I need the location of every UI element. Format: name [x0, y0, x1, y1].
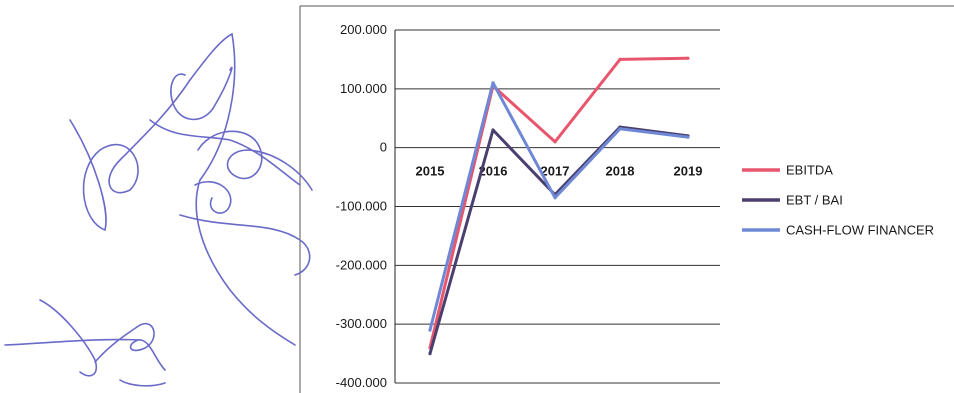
x-category-label: 2017	[541, 164, 570, 179]
y-tick-label: 200.000	[340, 22, 387, 37]
data-point	[491, 81, 495, 85]
chart-legend: EBITDA EBT / BAI CASH-FLOW FINANCER	[742, 163, 934, 238]
data-point	[618, 127, 622, 131]
legend-label: EBT / BAI	[786, 193, 843, 208]
chart-series	[428, 56, 690, 356]
y-tick-label: 0	[380, 140, 387, 155]
x-category-label: 2019	[674, 164, 703, 179]
x-category-label: 2018	[606, 164, 635, 179]
data-point	[553, 196, 557, 200]
chart-gridlines	[395, 29, 720, 384]
data-point	[618, 57, 622, 62]
series-line	[428, 125, 689, 355]
handwritten-signature	[4, 33, 313, 387]
y-tick-label: -400.000	[336, 375, 387, 390]
data-point	[428, 352, 432, 356]
x-category-label: 2016	[479, 164, 508, 179]
x-axis-category-labels: 2015 2016 2017 2018 2019	[416, 164, 703, 179]
data-point	[428, 328, 432, 332]
y-tick-label: 100.000	[340, 81, 387, 96]
x-category-label: 2015	[416, 164, 445, 179]
y-tick-label: -300.000	[336, 316, 387, 331]
series-line	[428, 56, 689, 349]
legend-label: CASH-FLOW FINANCER	[786, 223, 934, 238]
data-point	[686, 135, 690, 139]
data-point	[553, 140, 557, 144]
legend-label: EBITDA	[786, 163, 833, 178]
y-tick-label: -200.000	[336, 257, 387, 272]
data-point	[491, 128, 495, 132]
y-tick-label: -100.000	[336, 199, 387, 214]
y-axis-tick-labels: 200.000 100.000 0 -100.000 -200.000 -300.000 -…	[336, 22, 387, 390]
data-point	[686, 56, 690, 60]
